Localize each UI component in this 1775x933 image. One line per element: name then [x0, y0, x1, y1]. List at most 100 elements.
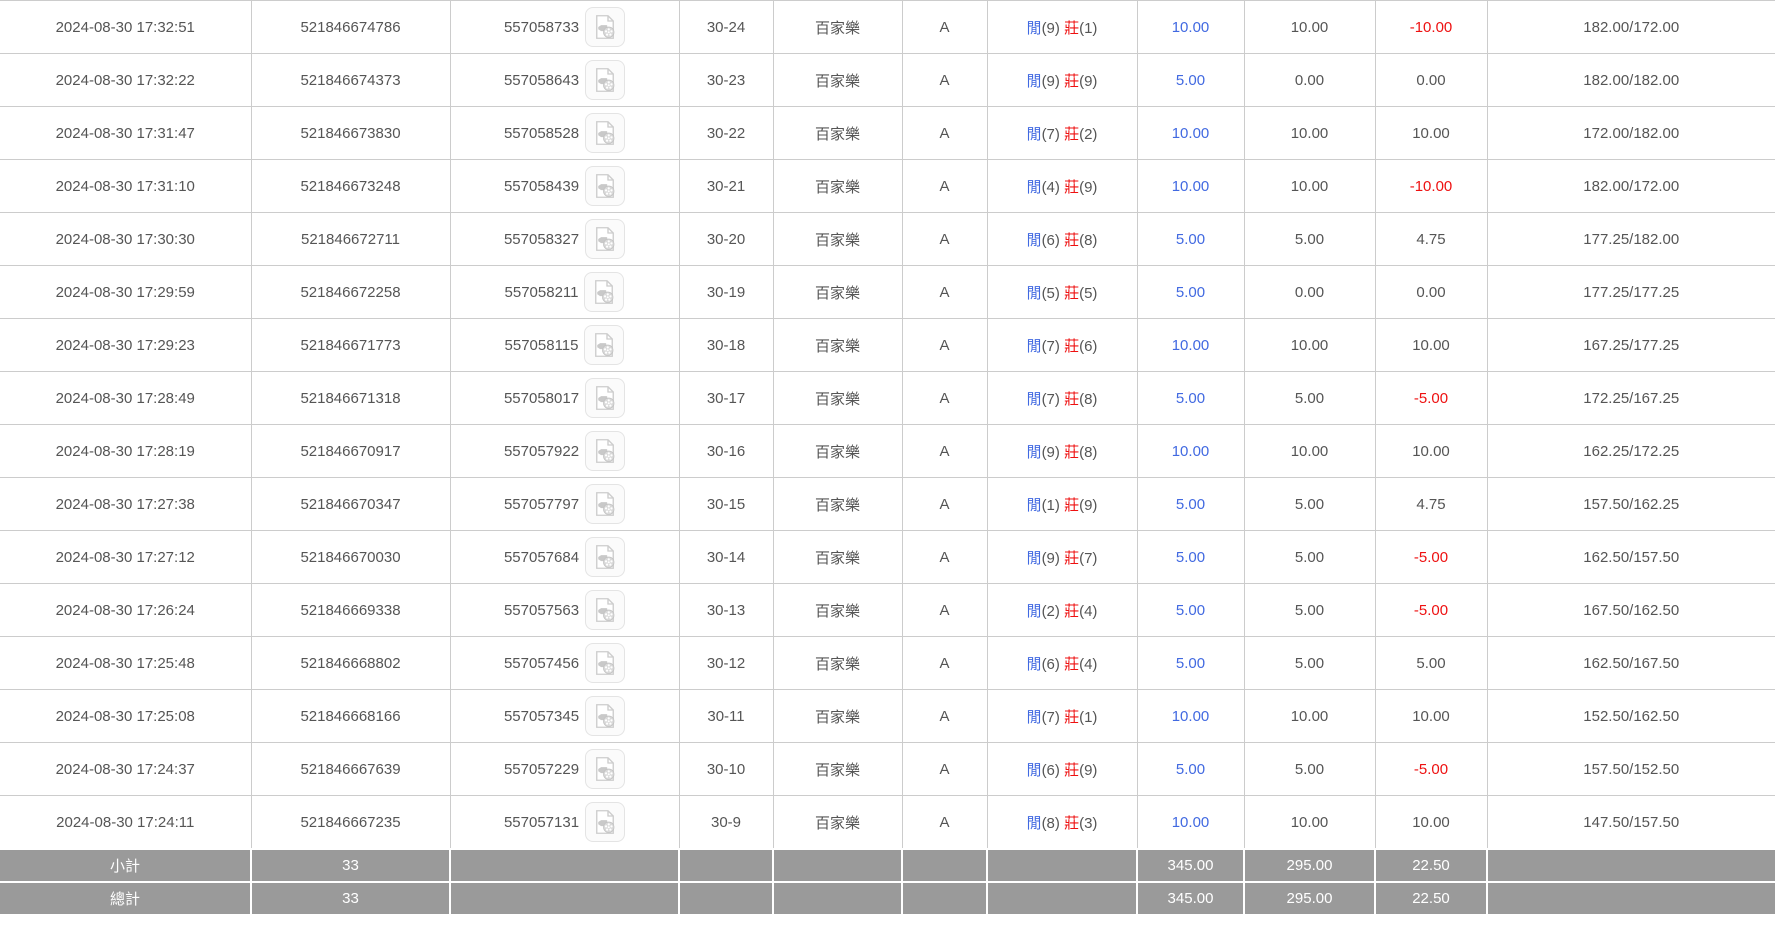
player-label: 閒 [1026, 125, 1042, 143]
bet-amount-link[interactable]: 5.00 [1175, 283, 1206, 301]
summary-count-cell: 33 [250, 881, 451, 914]
banker-label: 莊 [1064, 72, 1080, 90]
valid-bet-cell: 10.00 [1243, 424, 1376, 478]
table-code-cell: A [901, 424, 988, 478]
video-replay-button[interactable] [585, 60, 626, 100]
balance-cell: 157.50/162.25 [1486, 477, 1775, 531]
round-cell: 30-24 [678, 0, 774, 54]
valid-bet-cell: 10.00 [1243, 106, 1376, 160]
result-cell: 閒(7) 莊(8) [986, 371, 1138, 425]
video-replay-button[interactable] [584, 272, 625, 312]
bet-history-table: 2024-08-30 17:32:51 521846674786 5570587… [0, 0, 1775, 914]
table-row: 2024-08-30 17:29:23 521846671773 5570581… [0, 318, 1775, 372]
balance-cell: 152.50/162.50 [1486, 689, 1775, 743]
valid-bet-cell: 10.00 [1243, 318, 1376, 372]
bet-amount-link[interactable]: 5.00 [1175, 548, 1206, 566]
bet-amount-cell: 10.00 [1136, 795, 1245, 850]
bet-time-cell: 2024-08-30 17:31:47 [0, 106, 252, 160]
video-replay-button[interactable] [585, 643, 626, 683]
bet-amount-cell: 5.00 [1136, 53, 1245, 107]
table-row: 2024-08-30 17:32:22 521846674373 5570586… [0, 53, 1775, 107]
result-cell: 閒(2) 莊(4) [986, 583, 1138, 637]
balance-cell: 177.25/177.25 [1486, 265, 1775, 319]
bet-amount-link[interactable]: 5.00 [1175, 654, 1206, 672]
banker-score: (5) [1079, 284, 1098, 302]
round-cell: 30-19 [678, 265, 774, 319]
win-loss-cell: 10.00 [1374, 689, 1488, 743]
game-type-cell: 百家樂 [772, 583, 903, 637]
bet-amount-link[interactable]: 5.00 [1175, 230, 1206, 248]
game-id-text: 557058115 [504, 336, 579, 354]
player-score: (4) [1041, 178, 1060, 196]
bet-amount-link[interactable]: 10.00 [1171, 442, 1210, 460]
player-score: (6) [1041, 761, 1060, 779]
game-id-text: 557057345 [503, 707, 580, 725]
bet-id-cell: 521846672711 [250, 212, 451, 266]
bet-amount-link[interactable]: 5.00 [1175, 760, 1206, 778]
video-replay-button[interactable] [585, 696, 626, 736]
video-file-icon [596, 15, 615, 39]
table-code-cell: A [901, 795, 988, 850]
video-replay-button[interactable] [585, 219, 626, 259]
bet-amount-link[interactable]: 10.00 [1171, 813, 1210, 831]
game-id-text: 557057456 [503, 654, 580, 672]
win-loss-cell: 10.00 [1374, 795, 1488, 850]
banker-label: 莊 [1064, 814, 1080, 832]
video-replay-button[interactable] [585, 590, 626, 630]
player-score: (9) [1041, 19, 1060, 37]
game-id-cell: 557058115 [449, 318, 680, 372]
player-label: 閒 [1026, 337, 1042, 355]
player-score: (6) [1041, 231, 1060, 249]
bet-amount-link[interactable]: 5.00 [1175, 495, 1206, 513]
game-type-cell: 百家樂 [772, 530, 903, 584]
bet-amount-link[interactable]: 5.00 [1175, 71, 1206, 89]
bet-amount-link[interactable]: 5.00 [1175, 601, 1206, 619]
video-replay-button[interactable] [585, 431, 626, 471]
game-type-cell: 百家樂 [772, 636, 903, 690]
video-replay-button[interactable] [585, 378, 626, 418]
bet-id-cell: 521846667639 [250, 742, 451, 796]
table-code-cell: A [901, 477, 988, 531]
win-loss-cell: -10.00 [1374, 0, 1488, 54]
video-replay-button[interactable] [585, 802, 626, 842]
banker-label: 莊 [1064, 390, 1080, 408]
summary-balance-cell [1486, 848, 1775, 883]
player-label: 閒 [1026, 814, 1042, 832]
game-id-cell: 557058733 [449, 0, 680, 54]
player-label: 閒 [1026, 231, 1042, 249]
bet-amount-link[interactable]: 10.00 [1171, 707, 1210, 725]
bet-amount-link[interactable]: 5.00 [1175, 389, 1206, 407]
bet-amount-link[interactable]: 10.00 [1171, 124, 1210, 142]
bet-id-cell: 521846673830 [250, 106, 451, 160]
game-id-cell: 557057131 [449, 795, 680, 850]
bet-amount-link[interactable]: 10.00 [1171, 177, 1210, 195]
table-code-cell: A [901, 212, 988, 266]
summary-count-cell: 33 [250, 848, 451, 883]
summary-empty-cell [772, 881, 903, 914]
summary-valid-bet-cell: 295.00 [1243, 848, 1376, 883]
player-label: 閒 [1026, 284, 1042, 302]
table-code-cell: A [901, 265, 988, 319]
video-replay-button[interactable] [585, 537, 626, 577]
valid-bet-cell: 5.00 [1243, 742, 1376, 796]
bet-amount-cell: 10.00 [1136, 0, 1245, 54]
bet-id-cell: 521846668166 [250, 689, 451, 743]
valid-bet-cell: 10.00 [1243, 795, 1376, 850]
video-replay-button[interactable] [585, 484, 626, 524]
round-cell: 30-18 [678, 318, 774, 372]
bet-amount-link[interactable]: 10.00 [1171, 336, 1210, 354]
table-row: 2024-08-30 17:29:59 521846672258 5570582… [0, 265, 1775, 319]
video-replay-button[interactable] [585, 749, 626, 789]
video-replay-button[interactable] [585, 166, 626, 206]
video-replay-button[interactable] [584, 325, 625, 365]
bet-amount-link[interactable]: 10.00 [1171, 18, 1210, 36]
result-cell: 閒(1) 莊(9) [986, 477, 1138, 531]
game-id-text: 557057684 [503, 548, 580, 566]
summary-empty-cell [986, 881, 1138, 914]
video-replay-button[interactable] [585, 113, 626, 153]
game-id-text: 557057797 [503, 495, 580, 513]
video-replay-button[interactable] [585, 7, 626, 47]
banker-label: 莊 [1064, 19, 1080, 37]
bet-amount-cell: 5.00 [1136, 530, 1245, 584]
valid-bet-cell: 5.00 [1243, 371, 1376, 425]
